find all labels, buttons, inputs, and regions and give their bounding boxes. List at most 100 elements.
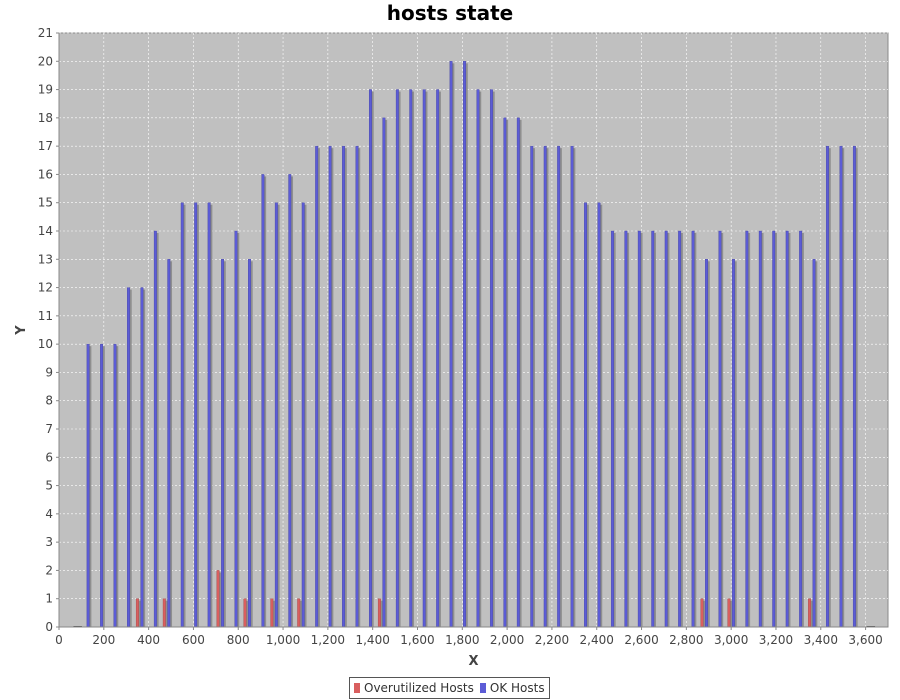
bar-shadow <box>761 233 764 627</box>
bar-ok <box>86 343 90 628</box>
bar-ok <box>153 230 157 628</box>
bar-ok <box>584 202 587 628</box>
x-tick-label: 3,000 <box>714 633 748 647</box>
bar-shadow <box>545 148 549 627</box>
y-tick-label: 3 <box>45 535 53 549</box>
bar-shadow <box>384 119 388 627</box>
x-tick-label: 2,200 <box>535 633 569 647</box>
bar-ok <box>718 230 722 628</box>
bar-shadow <box>572 148 576 627</box>
y-tick-label: 17 <box>38 139 53 153</box>
bar-ok <box>664 230 668 628</box>
bar-ok <box>799 230 803 628</box>
legend-label-overutilized: Overutilized Hosts <box>364 681 474 695</box>
bar-ok <box>476 89 480 628</box>
bar-shadow <box>747 233 751 627</box>
bar-shadow <box>129 289 132 627</box>
bar-shadow <box>478 91 482 628</box>
bar-ok <box>342 145 346 628</box>
bar-ok <box>557 145 561 628</box>
bar-shadow <box>380 600 383 627</box>
bar-overutilized <box>700 598 704 628</box>
bar-ok <box>489 89 493 628</box>
x-tick-label: 2,400 <box>580 633 614 647</box>
bar-ok <box>368 89 372 628</box>
bar-shadow <box>653 233 657 627</box>
bar-ok <box>167 259 171 628</box>
bar-ok <box>180 202 184 628</box>
x-tick-label: 1,800 <box>445 633 479 647</box>
bar-overutilized <box>216 570 220 628</box>
bar-overutilized <box>135 598 139 628</box>
bar-shadow <box>693 233 697 627</box>
bar-shadow <box>299 600 302 627</box>
y-tick-label: 0 <box>45 620 53 634</box>
bar-ok <box>355 145 359 628</box>
bar-ok <box>328 145 332 628</box>
x-tick-label: 0 <box>55 633 63 647</box>
bar-shadow <box>196 204 199 627</box>
bar-ok <box>248 259 251 628</box>
bar-shadow <box>734 261 737 627</box>
bar-shadow <box>828 148 831 627</box>
y-tick-label: 6 <box>45 450 53 464</box>
x-tick-label: 1,000 <box>266 633 300 647</box>
bar-overutilized <box>377 598 381 628</box>
bar-ok <box>570 145 574 628</box>
bar-overutilized <box>162 598 166 628</box>
bar-shadow <box>303 204 307 627</box>
legend-item-overutilized: Overutilized Hosts <box>354 681 474 695</box>
bar-shadow <box>532 148 536 627</box>
bar-ok <box>745 230 749 628</box>
y-tick-label: 4 <box>45 507 53 521</box>
bar-ok <box>678 230 682 628</box>
bar-ok <box>140 287 144 628</box>
bar-shadow <box>245 600 249 627</box>
y-tick-label: 12 <box>38 281 53 295</box>
bar-overutilized <box>270 598 274 628</box>
bar-shadow <box>640 233 643 627</box>
bar-shadow <box>371 91 374 628</box>
bar-ok <box>516 117 520 628</box>
y-tick-label: 14 <box>38 224 53 238</box>
x-tick-label: 3,600 <box>848 633 882 647</box>
bar-shadow <box>236 233 240 627</box>
bar-ok <box>463 61 466 628</box>
x-tick-label: 600 <box>182 633 205 647</box>
y-tick-label: 8 <box>45 394 53 408</box>
bar-ok <box>651 230 655 628</box>
bar-ok <box>530 145 534 628</box>
bar-shadow <box>165 600 168 627</box>
bar-overutilized <box>243 598 247 628</box>
bar-shadow <box>398 91 401 628</box>
y-tick-label: 1 <box>45 592 53 606</box>
bar-ok <box>395 89 399 628</box>
bar-ok <box>274 202 278 628</box>
y-tick-label: 2 <box>45 563 53 577</box>
y-tick-label: 18 <box>38 111 53 125</box>
bar-ok <box>731 259 735 628</box>
bar-shadow <box>344 148 347 627</box>
bar-shadow <box>330 148 334 627</box>
bar-ok <box>315 145 319 628</box>
legend-swatch-ok <box>479 683 486 693</box>
x-tick-label: 2,800 <box>669 633 703 647</box>
bar-shadow <box>451 63 455 628</box>
bar-overutilized <box>808 598 812 628</box>
x-tick-label: 1,200 <box>311 633 345 647</box>
bar-ok <box>449 61 453 628</box>
bar-shadow <box>519 119 522 627</box>
bar-shadow <box>88 346 92 627</box>
y-tick-label: 19 <box>38 83 53 97</box>
chart-title: hosts state <box>386 1 514 25</box>
y-tick-label: 20 <box>38 54 53 68</box>
x-tick-label: 1,400 <box>355 633 389 647</box>
bar-ok <box>812 259 816 628</box>
bar-ok <box>826 145 829 628</box>
bar-shadow <box>841 148 845 627</box>
bar-ok <box>422 89 426 628</box>
bar-ok <box>382 117 386 628</box>
bar-shadow <box>586 204 589 627</box>
bar-ok <box>234 230 238 628</box>
bar-shadow <box>505 119 509 627</box>
